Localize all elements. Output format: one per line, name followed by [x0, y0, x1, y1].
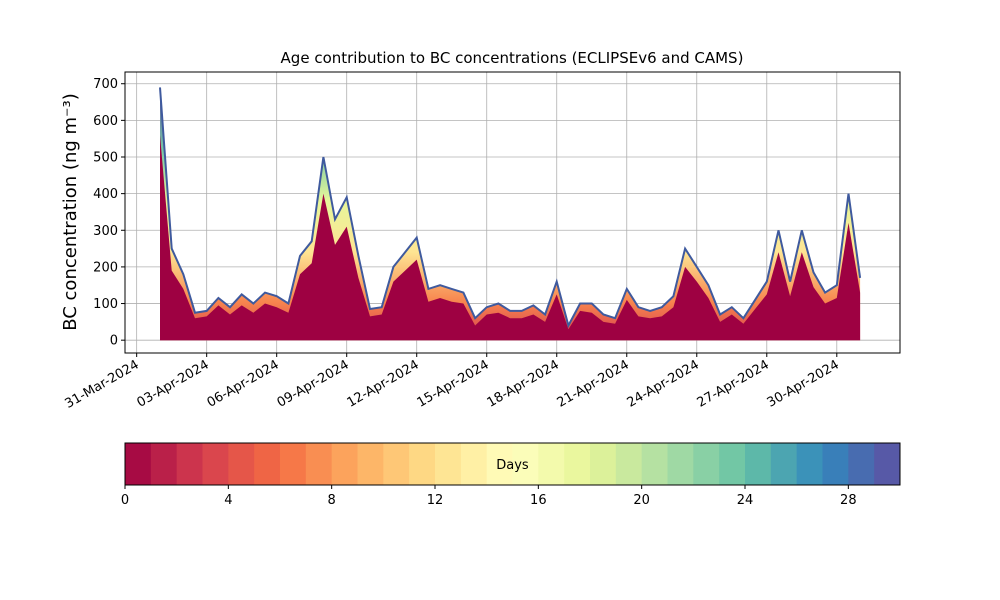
colorbar-cell: [460, 443, 488, 485]
colorbar-tick-label: 24: [737, 493, 754, 508]
colorbar-tick-label: 0: [121, 493, 129, 508]
x-tick-label: 06-Apr-2024: [205, 357, 282, 410]
y-tick-label: 400: [93, 187, 118, 202]
x-tick-label: 03-Apr-2024: [135, 357, 212, 410]
y-tick-label: 600: [93, 114, 118, 129]
x-tick-label: 27-Apr-2024: [695, 357, 772, 410]
colorbar-label: Days: [496, 458, 529, 473]
colorbar-cell: [305, 443, 333, 485]
y-tick-label: 100: [93, 297, 118, 312]
colorbar-cell: [202, 443, 229, 485]
colorbar-cell: [538, 443, 565, 485]
colorbar-cell: [848, 443, 875, 485]
colorbar-cell: [228, 443, 255, 485]
colorbar-cell: [512, 443, 539, 485]
x-tick-label: 24-Apr-2024: [625, 357, 702, 410]
colorbar-cell: [719, 443, 746, 485]
colorbar-cell: [280, 443, 307, 485]
x-tick-label: 31-Mar-2024: [63, 357, 142, 411]
colorbar-frame: [124, 442, 901, 486]
colorbar-cell: [796, 443, 823, 485]
chart-title: Age contribution to BC concentrations (E…: [281, 49, 744, 67]
y-tick-label: 200: [93, 260, 118, 275]
total-area: [160, 87, 861, 341]
x-tick-label: 18-Apr-2024: [485, 357, 562, 410]
colorbar-cell: [693, 443, 720, 485]
colorbar-cell: [564, 443, 591, 485]
x-tick-label: 21-Apr-2024: [555, 357, 632, 410]
y-tick-label: 700: [93, 77, 118, 92]
colorbar-cell: [874, 443, 901, 485]
colorbar-cell: [176, 443, 203, 485]
colorbar-cell: [615, 443, 643, 485]
x-tick-label: 09-Apr-2024: [275, 357, 352, 410]
colorbar-tick-label: 28: [840, 493, 857, 508]
colorbar-tick-label: 4: [224, 493, 232, 508]
total-line: [159, 87, 862, 329]
y-axis-label: BC concentration (ng m⁻³): [60, 93, 81, 331]
colorbar-cell: [254, 443, 281, 485]
x-tick-label: 15-Apr-2024: [415, 357, 492, 410]
plot-frame: [124, 71, 901, 354]
colorbar-cell: [383, 443, 410, 485]
colorbar-cell: [435, 443, 462, 485]
colorbar-tick-label: 16: [530, 493, 547, 508]
colorbar-cell: [331, 443, 358, 485]
colorbar-cell: [641, 443, 668, 485]
fresh-area: [160, 135, 861, 341]
colorbar-cell: [770, 443, 798, 485]
colorbar-cell: [150, 443, 178, 485]
colorbar-cell: [486, 443, 513, 485]
colorbar-tick-label: 12: [427, 493, 444, 508]
colorbar-tick-label: 8: [328, 493, 336, 508]
y-tick-label: 500: [93, 150, 118, 165]
x-tick-label: 30-Apr-2024: [765, 357, 842, 410]
y-tick-label: 300: [93, 224, 118, 239]
y-tick-label: 0: [110, 334, 118, 349]
colorbar-cell: [590, 443, 617, 485]
colorbar-cell: [745, 443, 772, 485]
colorbar-cell: [125, 443, 152, 485]
colorbar-cell: [357, 443, 384, 485]
x-tick-label: 12-Apr-2024: [345, 357, 422, 410]
colorbar-cell: [667, 443, 694, 485]
colorbar-tick-label: 20: [633, 493, 650, 508]
colorbar-cell: [822, 443, 849, 485]
colorbar-cell: [409, 443, 436, 485]
